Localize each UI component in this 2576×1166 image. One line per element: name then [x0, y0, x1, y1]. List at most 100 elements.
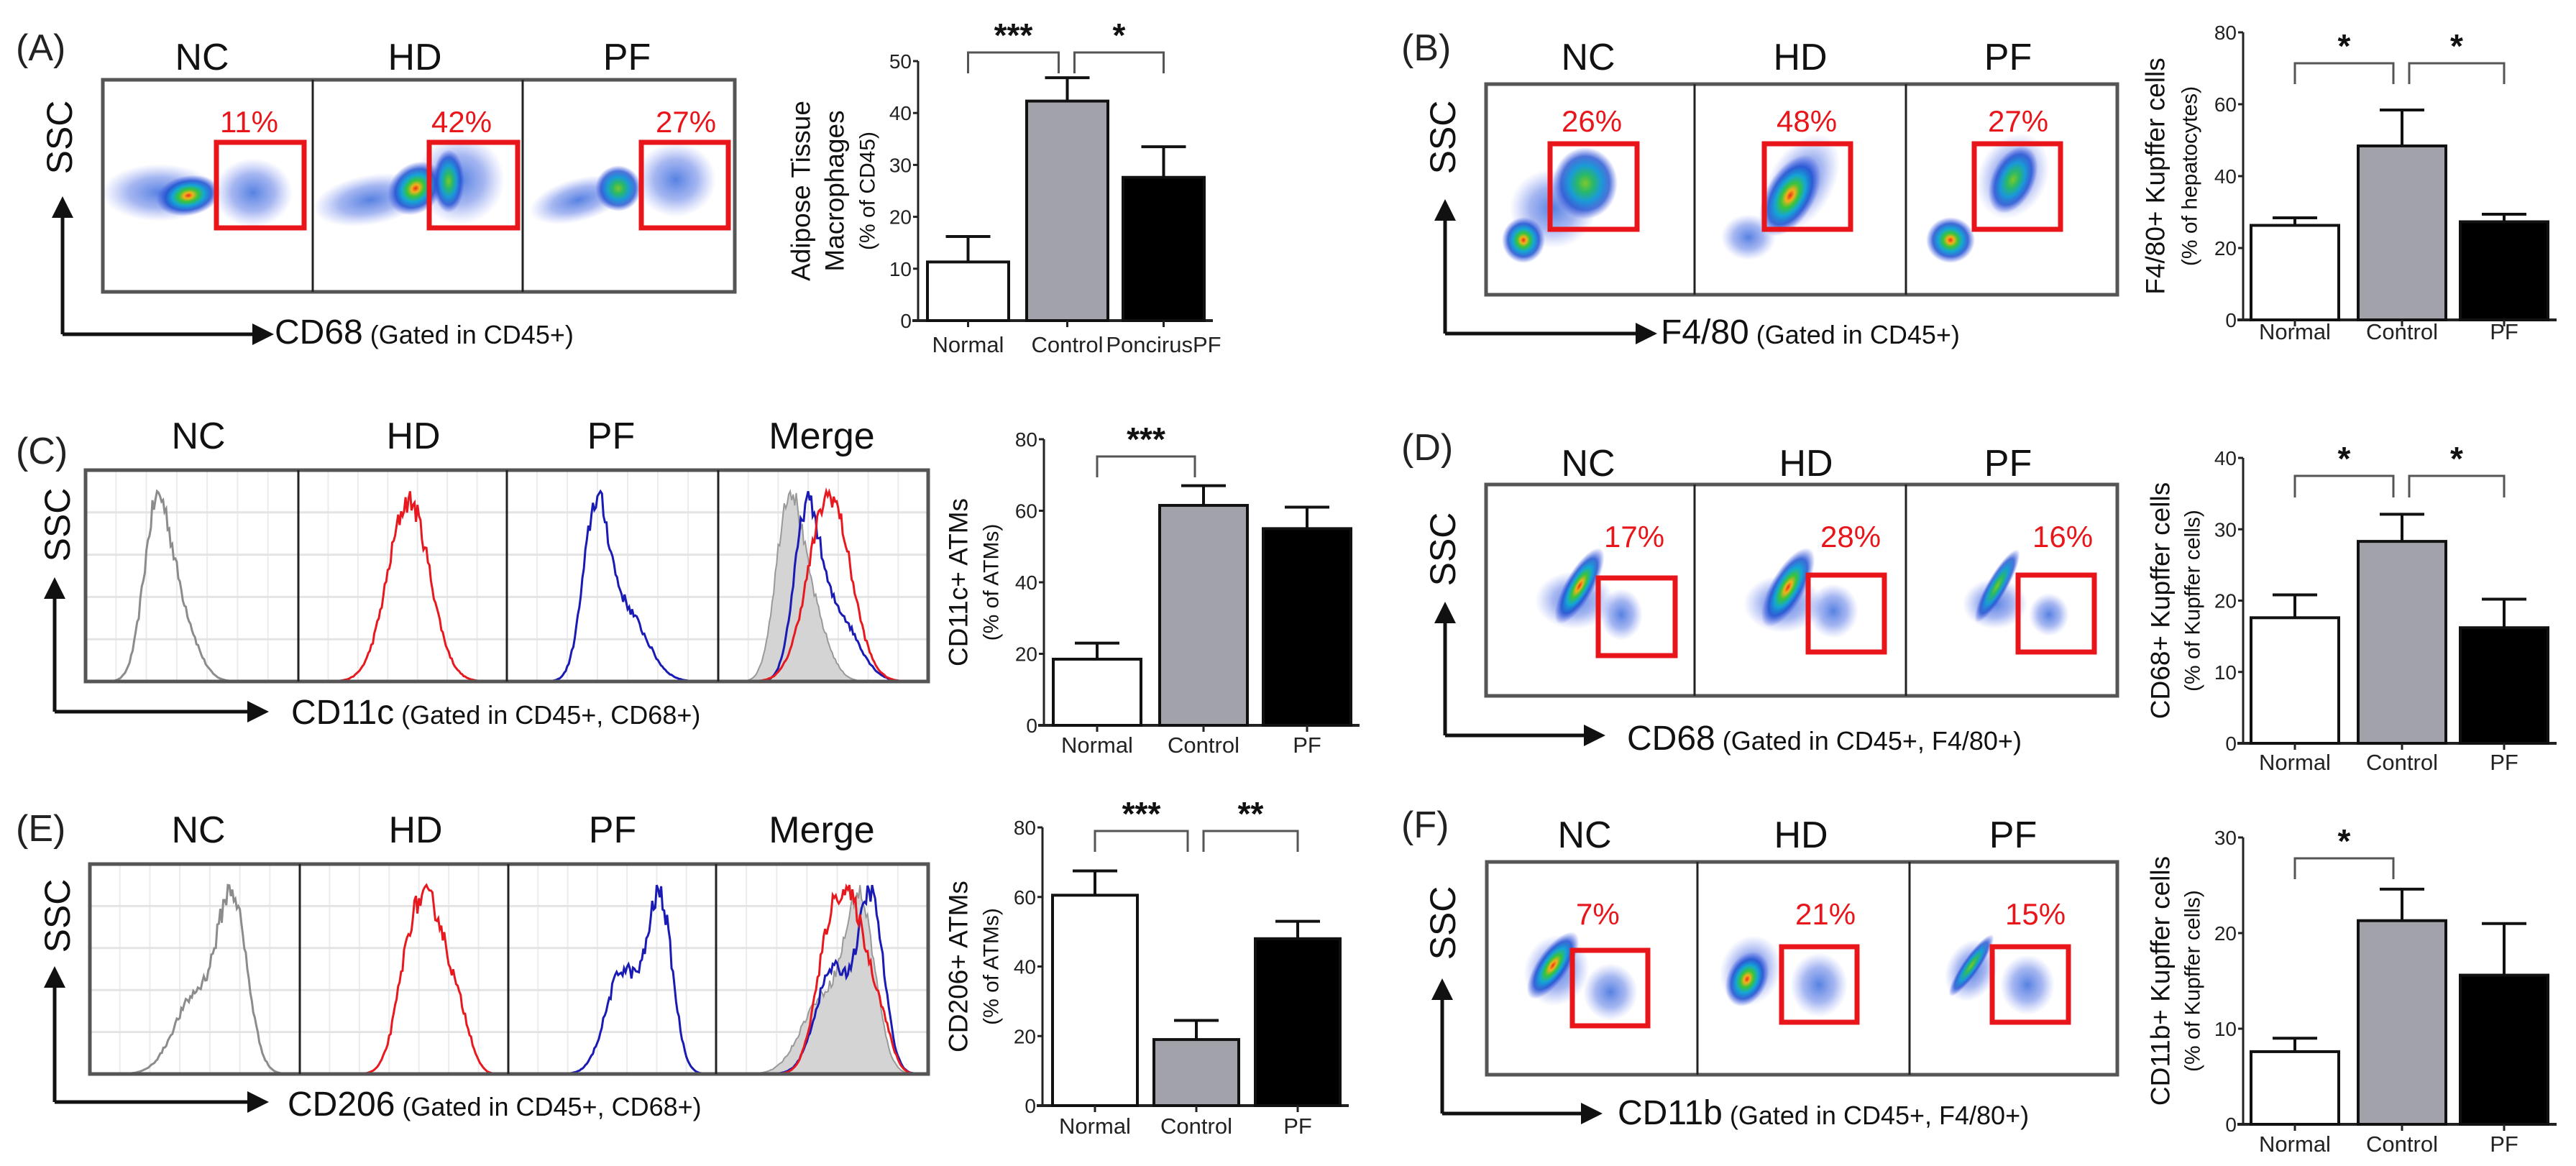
cell-population-cloud [1759, 155, 1821, 237]
tick-label: 40 [1015, 571, 1037, 594]
cell-population-cloud [1553, 147, 1618, 219]
tick-label: 0 [1026, 715, 1037, 737]
bar-pf [1254, 937, 1342, 1108]
gate-rectangle [638, 139, 731, 231]
column-header: PF [587, 416, 635, 457]
bar-pf [2459, 220, 2549, 321]
gate-rectangle [1971, 141, 2063, 232]
plot-frame [1485, 860, 2119, 1077]
bar-control [1152, 1038, 1240, 1108]
gate-percentage: 48% [1777, 104, 1837, 138]
y-axis-subtitle: (% of ATMs) [980, 524, 1004, 641]
y-axis-label: SSC [37, 879, 78, 953]
y-axis-title: Macrophages [820, 110, 850, 271]
tick-label: 0 [900, 310, 912, 332]
column-header: HD [1779, 443, 1833, 485]
x-axis-label: CD68 (Gated in CD45+, F4/80+) [1627, 720, 2022, 758]
panel-E-plots: (E) NC HD PF Merge SSC CD206 (Gated in CD45+, C… [16, 808, 930, 1124]
cell-population-cloud [1502, 217, 1545, 263]
dot-plot-density [1535, 547, 2069, 641]
gate-percentage: 11% [220, 105, 278, 139]
y-axis-label: SSC [1423, 886, 1463, 960]
tick-label: 10 [2214, 661, 2237, 684]
y-axis-label: SSC [1423, 513, 1463, 587]
histogram-curve-nc [86, 489, 298, 683]
significance-bracket [2293, 62, 2395, 84]
tick-label: 40 [889, 102, 912, 124]
dot-plot-density [1502, 133, 2050, 263]
cell-population-cloud [1600, 589, 1643, 641]
tick-label: 80 [2214, 22, 2237, 44]
cell-population-cloud [2000, 955, 2055, 1015]
tick-label: 40 [1014, 956, 1036, 978]
panel-label: (A) [16, 27, 65, 69]
category-label: PF [2490, 1131, 2518, 1157]
significance-label: *** [1122, 795, 1161, 832]
category-label: Control [1160, 1114, 1232, 1139]
histogram-hd [298, 470, 507, 683]
tick-label: 40 [2214, 447, 2237, 469]
cell-population-cloud [1526, 932, 1580, 999]
column-header: PF [1984, 37, 2032, 78]
category-label: PF [1283, 1114, 1312, 1139]
tick-label: 30 [889, 154, 912, 176]
x-axis-gating: (Gated in CD45+, CD68+) [401, 700, 700, 730]
bar-control [2357, 919, 2447, 1126]
category-label: Control [1032, 332, 1104, 357]
bar-control [1025, 99, 1109, 322]
cell-population-cloud [156, 175, 221, 216]
significance-label: * [2338, 822, 2351, 860]
panel-F-plots: (F) NC HD PF 7% 21% 15% SSC CD11b (Gated in CD45+… [1401, 804, 2119, 1132]
category-label: Control [1168, 733, 1239, 758]
significance-bracket [2293, 474, 2395, 497]
tick-label: 10 [2214, 1018, 2237, 1040]
x-axis-label: F4/80 (Gated in CD45+) [1661, 313, 1960, 352]
significance-label: * [2338, 27, 2351, 65]
significance-bracket [1202, 830, 1299, 852]
tick-label: 60 [2214, 93, 2237, 116]
cell-population-cloud [1948, 934, 1994, 997]
category-label: Normal [2259, 1131, 2331, 1157]
panel-label: (D) [1401, 427, 1453, 469]
cell-population-cloud [1988, 145, 2038, 214]
panel-label: (F) [1401, 804, 1449, 846]
bar-chart-F: 0 10 20 30 Normal Control PF * CD11b+ Kupffer ce… [2146, 822, 2557, 1157]
y-axis-title: CD11b+ Kupffer cells [2146, 856, 2176, 1106]
tick-label: 60 [1015, 500, 1037, 523]
histogram-curve-hd [298, 491, 507, 683]
tick-label: 30 [2214, 518, 2237, 541]
histogram-nc [90, 864, 300, 1075]
tick-label: 0 [2225, 1114, 2237, 1136]
gate-rectangle [1547, 141, 1640, 232]
column-header: HD [386, 416, 440, 457]
category-label: Control [2366, 1131, 2438, 1157]
category-label: Normal [2259, 319, 2331, 344]
column-header: PF [1989, 814, 2037, 856]
gate-percentage: 16% [2032, 520, 2093, 554]
x-axis-gating: (Gated in CD45+) [370, 320, 574, 349]
x-axis-gating: (Gated in CD45+) [1756, 320, 1960, 349]
bar-pf [1262, 527, 1352, 727]
cell-population-cloud [1725, 951, 1769, 1007]
histogram-curve-pf [507, 489, 718, 683]
panel-C-plots: (C) NC HD PF Merge SSC CD11c (Gated in CD45+, C… [16, 416, 930, 732]
x-axis-marker: CD11c [291, 694, 394, 732]
significance-label: * [1113, 17, 1126, 54]
gate-percentage: 27% [1988, 104, 2048, 138]
gate-percentage: 28% [1820, 520, 1881, 554]
panel-label: (E) [16, 808, 65, 850]
bar-control [2357, 540, 2447, 745]
gate-rectangle [2015, 572, 2097, 655]
tick-label: 20 [1014, 1025, 1036, 1047]
x-axis-label: CD206 (Gated in CD45+, CD68+) [288, 1085, 702, 1124]
histogram-merge [718, 470, 928, 683]
column-header: Merge [769, 809, 874, 851]
category-label: Normal [1059, 1114, 1131, 1139]
cell-population-cloud [1790, 952, 1848, 1017]
significance-bracket [2293, 857, 2395, 879]
panel-B-plots: (B) NC HD PF 26% 48% 27% SSC F4/80 (Gated in CD45… [1401, 27, 2119, 352]
bar-chart-B: 0 20 40 60 80 Normal Control PF * * F4/80+ Kupffer… [2141, 22, 2557, 344]
histogram-pf [507, 470, 718, 683]
